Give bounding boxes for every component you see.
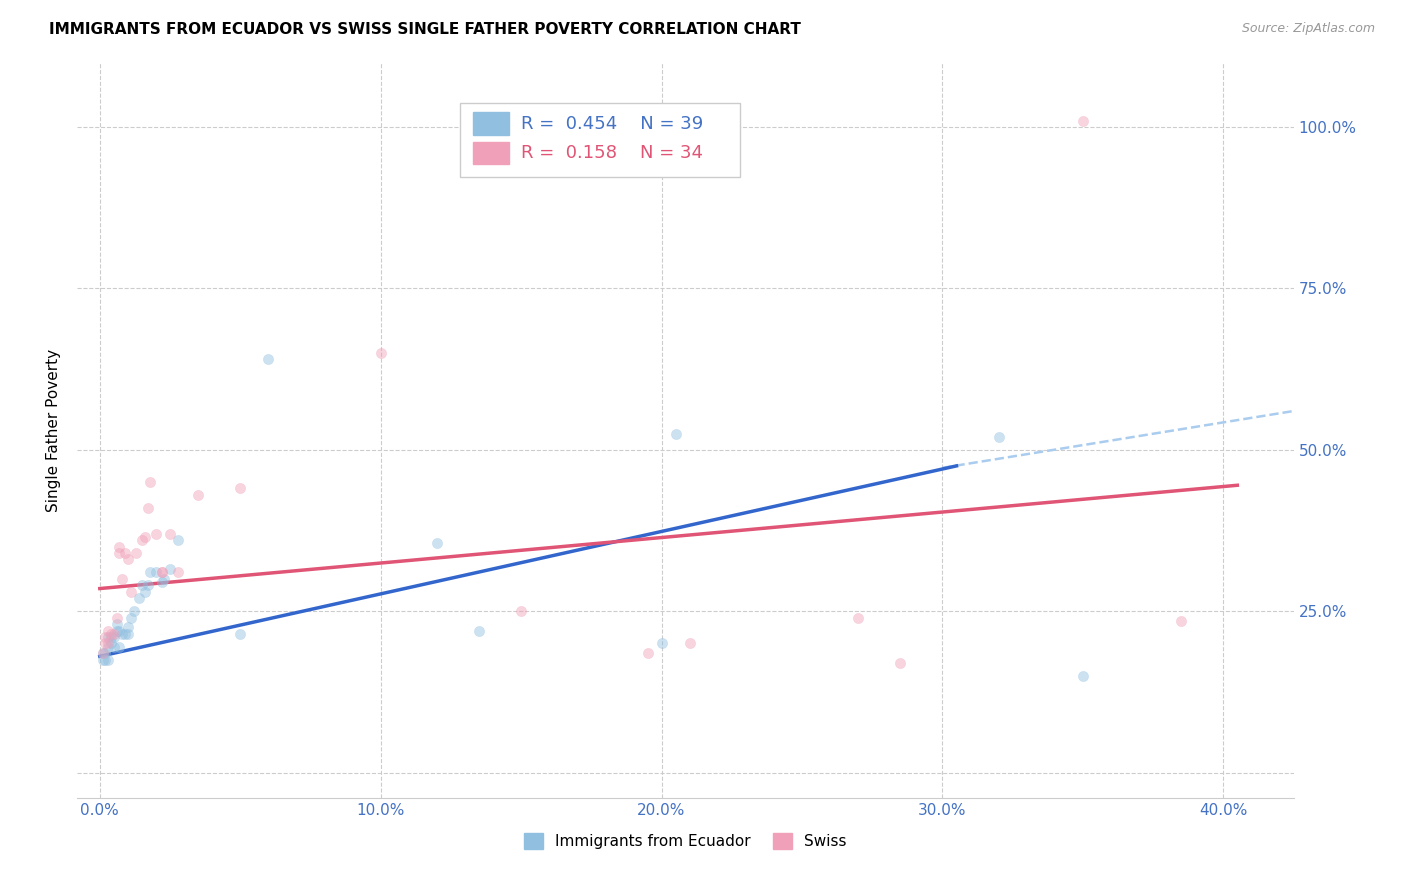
Point [103, 626, 125, 640]
Point [187, 488, 209, 502]
Legend: Immigrants from Ecuador, Swiss: Immigrants from Ecuador, Swiss [519, 827, 852, 855]
Point [111, 572, 134, 586]
Text: R =  0.158    N = 34: R = 0.158 N = 34 [522, 144, 703, 162]
Point [117, 552, 139, 566]
Point [131, 578, 153, 592]
Point [108, 640, 131, 654]
Point [150, 566, 173, 580]
Point [97, 652, 120, 666]
Point [117, 620, 139, 634]
Point [370, 346, 392, 360]
Y-axis label: Single Father Poverty: Single Father Poverty [46, 349, 62, 512]
Point [145, 566, 167, 580]
Point [120, 610, 142, 624]
Point [97, 630, 120, 644]
Point [1170, 614, 1192, 628]
Point [91, 652, 114, 666]
Point [150, 575, 173, 590]
Point [114, 546, 136, 560]
Point [846, 610, 869, 624]
Point [257, 352, 280, 367]
Point [159, 562, 181, 576]
Point [136, 578, 159, 592]
Point [120, 584, 142, 599]
Point [117, 626, 139, 640]
Point [103, 630, 125, 644]
Point [134, 530, 156, 544]
Point [637, 646, 659, 660]
Point [1071, 113, 1094, 128]
Point [94, 652, 117, 666]
Bar [472, 142, 509, 164]
Point [229, 626, 252, 640]
Point [94, 646, 117, 660]
Point [136, 500, 159, 515]
Point [97, 636, 120, 650]
Point [114, 626, 136, 640]
Text: Source: ZipAtlas.com: Source: ZipAtlas.com [1241, 22, 1375, 36]
Point [111, 626, 134, 640]
Point [105, 624, 128, 638]
Point [134, 584, 156, 599]
Point [97, 624, 120, 638]
Point [987, 430, 1010, 444]
Point [122, 604, 145, 618]
Point [105, 617, 128, 632]
Point [105, 610, 128, 624]
Bar [460, 103, 740, 177]
Point [468, 624, 491, 638]
Point [131, 533, 153, 548]
Point [678, 636, 700, 650]
Point [153, 572, 176, 586]
Point [94, 636, 117, 650]
Point [159, 526, 181, 541]
Point [91, 646, 114, 660]
Bar [472, 112, 509, 135]
Point [100, 626, 122, 640]
Point [108, 546, 131, 560]
Text: R =  0.454    N = 39: R = 0.454 N = 39 [522, 114, 703, 133]
Text: IMMIGRANTS FROM ECUADOR VS SWISS SINGLE FATHER POVERTY CORRELATION CHART: IMMIGRANTS FROM ECUADOR VS SWISS SINGLE … [49, 22, 801, 37]
Point [91, 646, 114, 660]
Point [665, 426, 688, 441]
Point [651, 636, 673, 650]
Point [100, 636, 122, 650]
Point [139, 566, 162, 580]
Point [128, 591, 150, 606]
Point [889, 656, 911, 670]
Point [150, 566, 173, 580]
Point [1071, 669, 1094, 683]
Point [100, 630, 122, 644]
Point [167, 566, 190, 580]
Point [510, 604, 533, 618]
Point [145, 526, 167, 541]
Point [426, 536, 449, 550]
Point [97, 640, 120, 654]
Point [108, 624, 131, 638]
Point [229, 482, 252, 496]
Point [108, 540, 131, 554]
Point [103, 640, 125, 654]
Point [125, 546, 148, 560]
Point [167, 533, 190, 548]
Point [139, 475, 162, 489]
Point [94, 630, 117, 644]
